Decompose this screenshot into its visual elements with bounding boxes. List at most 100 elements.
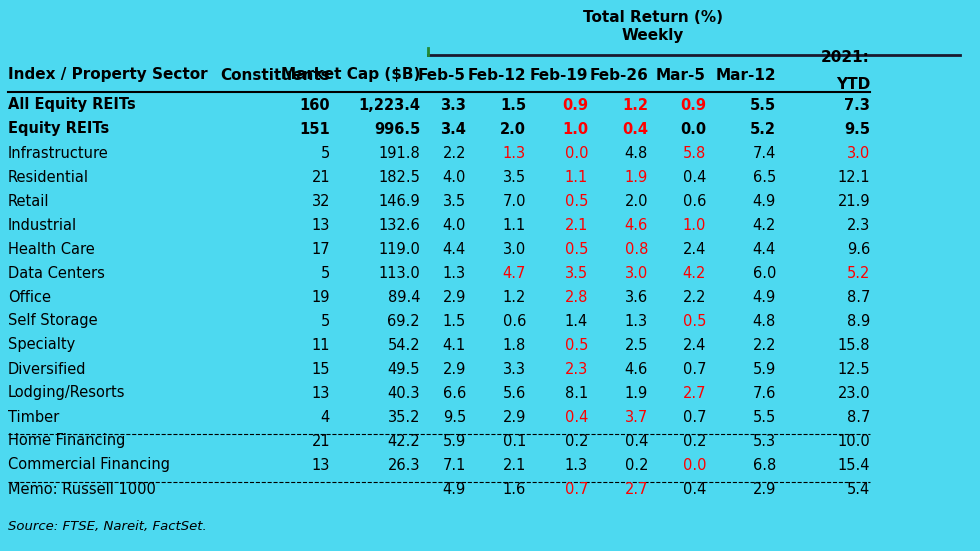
Text: 182.5: 182.5 — [378, 170, 420, 185]
Text: 5.4: 5.4 — [847, 482, 870, 496]
Text: 5.5: 5.5 — [753, 409, 776, 424]
Text: Constituents: Constituents — [220, 68, 330, 83]
Text: 4.8: 4.8 — [753, 314, 776, 328]
Text: 0.7: 0.7 — [564, 482, 588, 496]
Text: 4.2: 4.2 — [753, 218, 776, 233]
Text: 35.2: 35.2 — [387, 409, 420, 424]
Text: 4.7: 4.7 — [503, 266, 526, 280]
Text: 0.4: 0.4 — [622, 122, 648, 137]
Text: 15.8: 15.8 — [838, 338, 870, 353]
Text: 40.3: 40.3 — [387, 386, 420, 401]
Text: 0.5: 0.5 — [564, 241, 588, 257]
Text: Market Cap ($B): Market Cap ($B) — [280, 68, 420, 83]
Text: 17: 17 — [312, 241, 330, 257]
Text: 42.2: 42.2 — [387, 434, 420, 449]
Text: Feb-12: Feb-12 — [467, 68, 526, 83]
Text: 6.5: 6.5 — [753, 170, 776, 185]
Text: 2.0: 2.0 — [624, 193, 648, 208]
Text: 1.1: 1.1 — [503, 218, 526, 233]
Text: Mar-5: Mar-5 — [656, 68, 706, 83]
Text: 0.2: 0.2 — [624, 457, 648, 473]
Text: 4.4: 4.4 — [443, 241, 466, 257]
Text: 151: 151 — [299, 122, 330, 137]
Text: 1.9: 1.9 — [625, 386, 648, 401]
Text: 4.2: 4.2 — [683, 266, 706, 280]
Text: 0.4: 0.4 — [624, 434, 648, 449]
Text: 5.2: 5.2 — [847, 266, 870, 280]
Text: Index / Property Sector: Index / Property Sector — [8, 68, 208, 83]
Text: 4.0: 4.0 — [443, 170, 466, 185]
Text: 8.9: 8.9 — [847, 314, 870, 328]
Text: 5.6: 5.6 — [503, 386, 526, 401]
Text: 2.8: 2.8 — [564, 289, 588, 305]
Text: 4.0: 4.0 — [443, 218, 466, 233]
Text: Equity REITs: Equity REITs — [8, 122, 109, 137]
Text: 0.6: 0.6 — [503, 314, 526, 328]
Text: 15.4: 15.4 — [838, 457, 870, 473]
Text: 4.6: 4.6 — [625, 218, 648, 233]
Text: 0.0: 0.0 — [564, 145, 588, 160]
Text: 15: 15 — [312, 361, 330, 376]
Text: 32: 32 — [312, 193, 330, 208]
Text: 21: 21 — [312, 170, 330, 185]
Text: Timber: Timber — [8, 409, 59, 424]
Text: 3.6: 3.6 — [625, 289, 648, 305]
Text: 12.1: 12.1 — [837, 170, 870, 185]
Text: 5.9: 5.9 — [753, 361, 776, 376]
Text: 13: 13 — [312, 218, 330, 233]
Text: 2021:: 2021: — [821, 50, 870, 65]
Text: 1.3: 1.3 — [625, 314, 648, 328]
Text: Memo: Russell 1000: Memo: Russell 1000 — [8, 482, 156, 496]
Text: Diversified: Diversified — [8, 361, 86, 376]
Text: 2.7: 2.7 — [682, 386, 706, 401]
Text: 10.0: 10.0 — [837, 434, 870, 449]
Text: 4.8: 4.8 — [625, 145, 648, 160]
Text: YTD: YTD — [836, 77, 870, 92]
Text: 0.8: 0.8 — [624, 241, 648, 257]
Text: 1.5: 1.5 — [500, 98, 526, 112]
Text: 4.4: 4.4 — [753, 241, 776, 257]
Text: 0.0: 0.0 — [682, 457, 706, 473]
Text: Self Storage: Self Storage — [8, 314, 98, 328]
Text: 9.5: 9.5 — [844, 122, 870, 137]
Text: 5: 5 — [320, 314, 330, 328]
Text: Residential: Residential — [8, 170, 89, 185]
Text: 2.5: 2.5 — [624, 338, 648, 353]
Text: 0.7: 0.7 — [682, 361, 706, 376]
Text: 0.4: 0.4 — [683, 170, 706, 185]
Text: 1.6: 1.6 — [503, 482, 526, 496]
Text: 5: 5 — [320, 145, 330, 160]
Text: 5.5: 5.5 — [750, 98, 776, 112]
Text: 0.1: 0.1 — [503, 434, 526, 449]
Text: 2.3: 2.3 — [847, 218, 870, 233]
Text: 21.9: 21.9 — [837, 193, 870, 208]
Text: 2.1: 2.1 — [503, 457, 526, 473]
Text: 6.6: 6.6 — [443, 386, 466, 401]
Text: 8.7: 8.7 — [847, 409, 870, 424]
Text: 113.0: 113.0 — [378, 266, 420, 280]
Text: 119.0: 119.0 — [378, 241, 420, 257]
Text: Source: FTSE, Nareit, FactSet.: Source: FTSE, Nareit, FactSet. — [8, 520, 207, 533]
Text: Feb-26: Feb-26 — [589, 68, 648, 83]
Text: 1.9: 1.9 — [625, 170, 648, 185]
Text: 3.5: 3.5 — [564, 266, 588, 280]
Text: 5.3: 5.3 — [753, 434, 776, 449]
Text: 7.3: 7.3 — [844, 98, 870, 112]
Text: Health Care: Health Care — [8, 241, 95, 257]
Text: 7.1: 7.1 — [443, 457, 466, 473]
Text: 4.6: 4.6 — [625, 361, 648, 376]
Text: 3.0: 3.0 — [503, 241, 526, 257]
Text: All Equity REITs: All Equity REITs — [8, 98, 136, 112]
Text: 0.9: 0.9 — [680, 98, 706, 112]
Text: Mar-12: Mar-12 — [715, 68, 776, 83]
Text: 3.0: 3.0 — [625, 266, 648, 280]
Text: 54.2: 54.2 — [387, 338, 420, 353]
Text: Infrastructure: Infrastructure — [8, 145, 109, 160]
Text: 0.2: 0.2 — [682, 434, 706, 449]
Text: 11: 11 — [312, 338, 330, 353]
Text: 0.9: 0.9 — [562, 98, 588, 112]
Text: 26.3: 26.3 — [387, 457, 420, 473]
Text: 7.0: 7.0 — [503, 193, 526, 208]
Text: Feb-19: Feb-19 — [529, 68, 588, 83]
Text: 3.5: 3.5 — [443, 193, 466, 208]
